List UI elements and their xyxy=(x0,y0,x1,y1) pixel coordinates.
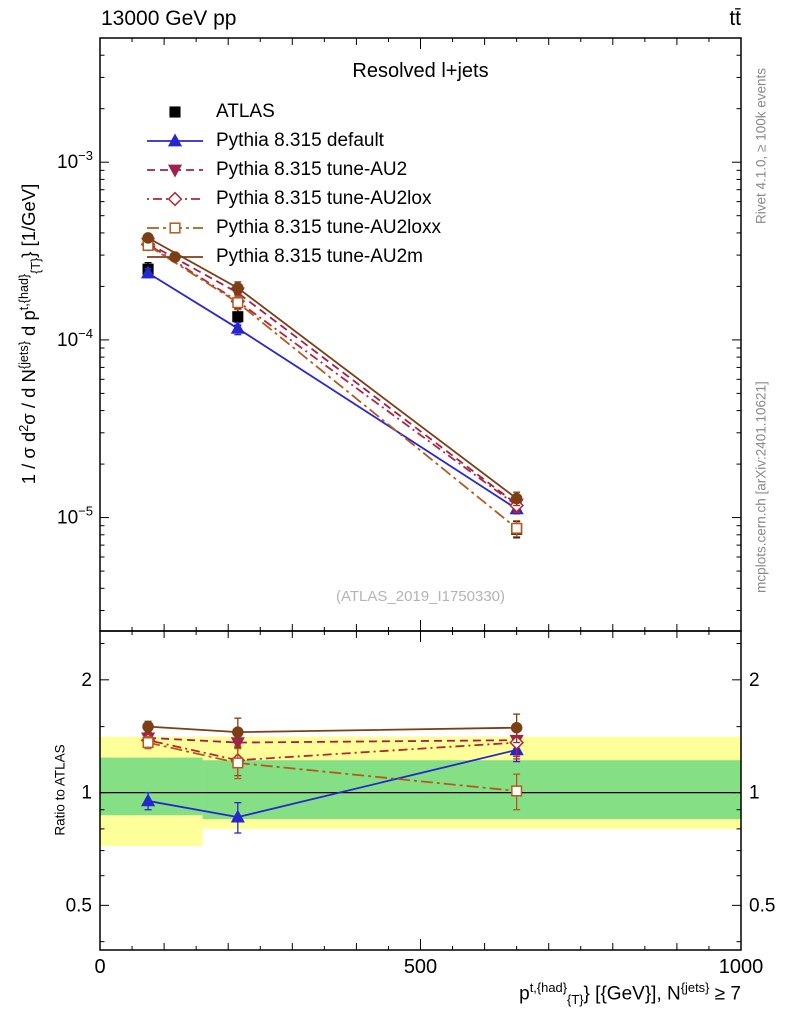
plot-title: Resolved l+jets xyxy=(352,60,489,82)
ratio-y-axis-label: Ratio to ATLAS xyxy=(52,744,68,836)
y-axis-label-part: } [1/GeV] xyxy=(18,183,40,258)
series-line xyxy=(147,739,517,762)
y-tick-label: 10−5 xyxy=(57,504,93,529)
analysis-id-watermark: (ATLAS_2019_I1750330) xyxy=(335,588,505,605)
x-axis-label: pt,{had}{T}} [{GeV}], N{jets} ≥ 7 xyxy=(519,980,741,1007)
legend: ATLAS Pythia 8.315 default Pythia 8.315 tu… xyxy=(146,97,441,271)
legend-item: Pythia 8.315 default xyxy=(146,126,441,155)
marker-square xyxy=(232,297,244,309)
x-axis-label-sup: t,{had} xyxy=(529,980,568,995)
legend-item: Pythia 8.315 tune-AU2m xyxy=(146,242,441,271)
y-axis-label-sup: t,{had} xyxy=(17,273,32,311)
marker-triangle-up xyxy=(141,793,156,807)
legend-label: Pythia 8.315 tune-AU2lox xyxy=(216,187,432,209)
green-inner-band xyxy=(100,757,203,816)
marker-circle xyxy=(142,232,154,244)
series-line xyxy=(148,736,517,744)
x-tick-label: 1000 xyxy=(719,956,764,978)
marker-circle xyxy=(232,282,244,294)
legend-label: Pythia 8.315 tune-AU2 xyxy=(216,158,408,180)
y-tick-label: 10−4 xyxy=(57,326,93,351)
y-axis-label-sub: {T} xyxy=(28,257,43,274)
legend-marker-diamond xyxy=(167,191,183,206)
legend-swatch xyxy=(147,191,203,206)
legend-label: ATLAS xyxy=(216,100,275,122)
series-line xyxy=(147,242,518,505)
marker-triangle-up xyxy=(141,265,156,279)
series-line xyxy=(147,244,518,530)
y-tick-label: 10−3 xyxy=(57,148,93,173)
legend-item: Pythia 8.315 tune-AU2 xyxy=(146,155,441,184)
y-axis-label: 1 / σ d2σ / d N{jets} d pt,{had}{T}} [1/… xyxy=(17,184,43,485)
y-axis-label-part: 1 / σ d xyxy=(18,431,40,485)
legend-marker-square xyxy=(169,105,181,118)
series-line xyxy=(147,272,518,510)
y-axis-label-part: d p xyxy=(18,310,40,342)
legend-label: Pythia 8.315 default xyxy=(216,129,384,151)
series-line xyxy=(147,243,518,507)
legend-marker-triangle-down xyxy=(167,164,183,178)
ratio-y-tick-label: 1 xyxy=(81,783,92,804)
ratio-y-tick-label: 2 xyxy=(749,670,760,691)
legend-swatch xyxy=(147,250,203,263)
series-line xyxy=(148,725,517,734)
x-axis-label-sub: {T} xyxy=(567,992,584,1008)
x-axis-label-part: } [{GeV}], N xyxy=(583,983,681,1005)
mcplots-watermark: mcplots.cern.ch [arXiv:2401.10621] xyxy=(753,381,769,593)
x-axis-label-sup: {jets} xyxy=(680,980,710,995)
x-axis-label-part: ≥ 7 xyxy=(709,983,741,1005)
series-line xyxy=(147,237,518,500)
ratio-y-tick-label: 0.5 xyxy=(66,895,92,916)
marker-square xyxy=(232,757,244,769)
y-axis-label-part: σ / d N xyxy=(18,369,40,425)
legend-swatch xyxy=(147,221,203,234)
marker-circle xyxy=(510,721,523,734)
legend-swatch xyxy=(169,105,181,118)
marker-circle xyxy=(510,492,523,505)
legend-item: ATLAS xyxy=(146,97,441,126)
green-inner-band xyxy=(202,760,741,820)
legend-swatch xyxy=(147,132,203,146)
marker-circle xyxy=(232,726,244,738)
legend-swatch xyxy=(147,164,203,178)
rivet-version-watermark: Rivet 4.1.0, ≥ 100k events xyxy=(753,68,769,224)
legend-marker-circle xyxy=(169,250,181,263)
legend-label: Pythia 8.315 tune-AU2loxx xyxy=(216,216,441,238)
legend-item: Pythia 8.315 tune-AU2loxx xyxy=(146,213,441,242)
legend-marker-square xyxy=(169,221,181,234)
legend-label: Pythia 8.315 tune-AU2m xyxy=(216,245,424,267)
marker-triangle-up xyxy=(230,809,245,823)
marker-square xyxy=(511,785,523,797)
ratio-y-tick-label: 0.5 xyxy=(749,895,775,916)
marker-circle xyxy=(142,720,154,733)
legend-marker-triangle-up xyxy=(167,132,183,146)
marker-triangle-up xyxy=(230,320,245,334)
marker-square xyxy=(511,522,523,534)
x-tick-label: 500 xyxy=(404,956,437,978)
x-tick-label: 0 xyxy=(94,956,105,978)
y-axis-label-sup: {jets} xyxy=(17,341,32,370)
ratio-y-tick-label: 2 xyxy=(81,670,92,691)
marker-square xyxy=(142,737,154,749)
process-label: tt̄ xyxy=(729,7,741,30)
ratio-y-tick-label: 1 xyxy=(749,783,760,804)
beam-energy-label: 13000 GeV pp xyxy=(101,7,237,30)
marker-square xyxy=(232,311,244,323)
y-axis-label-sup: 2 xyxy=(17,424,32,432)
legend-item: Pythia 8.315 tune-AU2lox xyxy=(146,184,441,213)
x-axis-label-part: p xyxy=(519,983,530,1005)
